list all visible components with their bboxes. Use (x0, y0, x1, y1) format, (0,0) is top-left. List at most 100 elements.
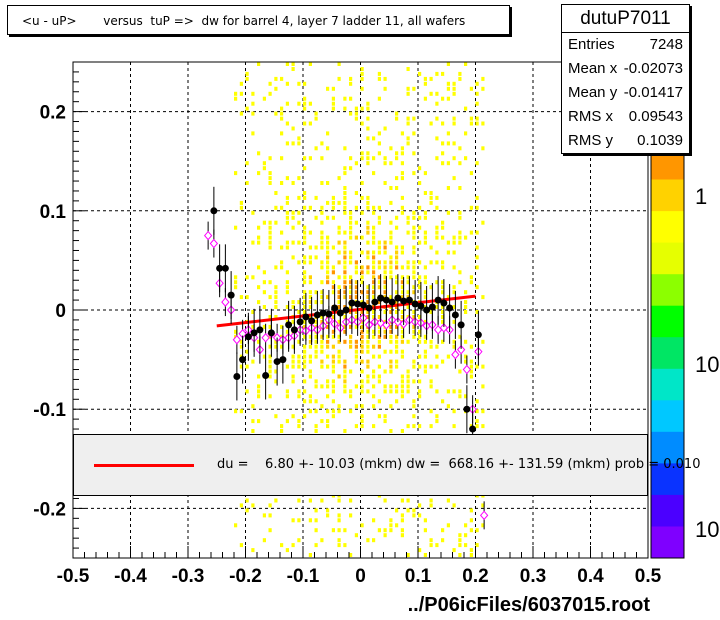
heatmap-cell (406, 508, 410, 513)
palette-band (651, 305, 684, 338)
heatmap-cell (464, 394, 468, 399)
heatmap-cell (441, 359, 445, 364)
heatmap-cell (343, 275, 347, 280)
heatmap-cell (314, 111, 318, 116)
heatmap-cell (251, 548, 255, 553)
heatmap-cell (320, 498, 324, 503)
heatmap-cell (354, 280, 358, 285)
heatmap-cell (268, 354, 272, 359)
heatmap-cell (268, 315, 272, 319)
heatmap-cell (331, 270, 335, 275)
heatmap-cell (291, 62, 295, 66)
profile-black-marker (354, 300, 362, 308)
profile-open-marker (221, 297, 230, 307)
heatmap-cell (337, 176, 341, 181)
heatmap-cell (268, 156, 272, 161)
heatmap-cell (400, 528, 404, 533)
heatmap-cell (268, 394, 272, 399)
heatmap-cell (366, 329, 370, 334)
profile-black-marker (290, 326, 298, 334)
heatmap-cell (372, 310, 376, 314)
heatmap-cell (366, 310, 370, 314)
heatmap-cell (366, 364, 370, 369)
heatmap-cell (274, 220, 278, 225)
heatmap-cell (389, 523, 393, 528)
heatmap-cell (395, 265, 399, 270)
palette-band (651, 494, 684, 527)
profile-black-marker (457, 321, 465, 329)
heatmap-cell (458, 240, 462, 245)
profile-black-marker (262, 371, 270, 379)
heatmap-cell (395, 176, 399, 181)
heatmap-cell (337, 374, 341, 379)
heatmap-cell (441, 96, 445, 101)
heatmap-cell (349, 76, 353, 81)
stats-label: RMS x (568, 108, 613, 125)
heatmap-cell (331, 195, 335, 200)
heatmap-cell (354, 344, 358, 349)
x-tick-label: -0.2 (229, 566, 262, 587)
stats-value: 0.1039 (637, 132, 683, 149)
heatmap-cell (303, 96, 307, 101)
heatmap-cell (239, 339, 243, 344)
heatmap-cell (441, 290, 445, 295)
heatmap-cell (389, 161, 393, 166)
heatmap-cell (308, 374, 312, 379)
heatmap-cell (349, 215, 353, 220)
heatmap-cell (303, 379, 307, 384)
heatmap-cell (331, 245, 335, 250)
profile-black-marker (428, 303, 436, 311)
heatmap-cell (343, 146, 347, 151)
heatmap-cell (360, 339, 364, 344)
heatmap-cell (389, 518, 393, 523)
heatmap-cell (372, 210, 376, 215)
profile-open-marker (232, 335, 242, 345)
heatmap-cell (377, 374, 381, 379)
z-tick-label: 1 (695, 184, 707, 209)
heatmap-cell (314, 354, 318, 359)
heatmap-cell (383, 270, 387, 275)
heatmap-cell (314, 339, 318, 344)
heatmap-cell (412, 329, 416, 334)
heatmap-cell (326, 334, 330, 339)
heatmap-cell (446, 96, 450, 101)
heatmap-cell (331, 334, 335, 339)
heatmap-cell (418, 394, 422, 399)
heatmap-cell (418, 364, 422, 369)
heatmap-cell (400, 384, 404, 389)
heatmap-cell (435, 543, 439, 548)
heatmap-cell (372, 205, 376, 210)
heatmap-cell (326, 424, 330, 429)
heatmap-cell (268, 369, 272, 374)
profile-black-points (210, 186, 482, 454)
heatmap-cell (429, 121, 433, 126)
heatmap-cell (285, 245, 289, 250)
heatmap-cell (354, 285, 358, 290)
heatmap-cell (291, 126, 295, 131)
heatmap-cell (308, 553, 312, 557)
heatmap-cell (337, 290, 341, 295)
heatmap-cell (303, 270, 307, 275)
heatmap-cell (475, 195, 479, 200)
heatmap-cell (366, 344, 370, 349)
heatmap-cell (406, 275, 410, 280)
heatmap-cell (331, 528, 335, 533)
heatmap-cell (435, 364, 439, 369)
heatmap-cell (262, 324, 266, 329)
heatmap-cell (268, 344, 272, 349)
heatmap-cell (343, 369, 347, 374)
heatmap-cell (458, 230, 462, 235)
heatmap-cell (446, 161, 450, 166)
heatmap-cell (441, 260, 445, 265)
heatmap-cell (452, 290, 456, 295)
heatmap-cell (354, 310, 358, 314)
heatmap-cell (349, 394, 353, 399)
heatmap-cell (429, 424, 433, 429)
heatmap-cell (418, 354, 422, 359)
heatmap-cell (389, 359, 393, 364)
heatmap-cell (234, 280, 238, 285)
heatmap-cell (360, 235, 364, 240)
heatmap-cell (268, 364, 272, 369)
heatmap-cell (366, 101, 370, 106)
heatmap-cell (268, 181, 272, 185)
